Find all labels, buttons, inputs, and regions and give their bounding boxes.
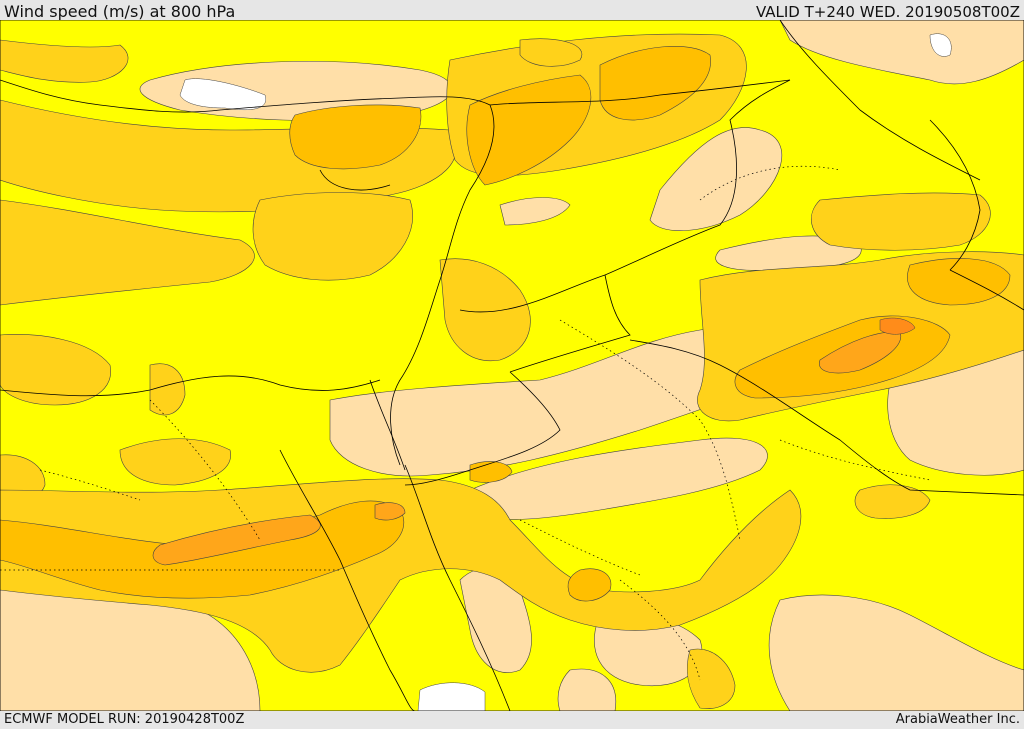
map-title: Wind speed (m/s) at 800 hPa [4, 2, 236, 21]
strongest-wind-areas [879, 317, 916, 335]
coastlines [0, 20, 981, 711]
wind-speed-map [0, 20, 1024, 711]
model-run: ECMWF MODEL RUN: 20190428T00Z [4, 712, 245, 727]
stronger-wind-areas [152, 331, 902, 566]
header-bar: Wind speed (m/s) at 800 hPa VALID T+240 … [0, 0, 1024, 21]
country-borders [369, 79, 1024, 496]
terrain-mask [179, 33, 952, 711]
light-wind-areas [0, 20, 1024, 711]
admin-boundaries [0, 165, 931, 681]
credit: ArabiaWeather Inc. [895, 712, 1020, 727]
footer-bar: ECMWF MODEL RUN: 20190428T00Z ArabiaWeat… [0, 711, 1024, 729]
valid-time: VALID T+240 WED. 20190508T00Z [755, 3, 1020, 21]
